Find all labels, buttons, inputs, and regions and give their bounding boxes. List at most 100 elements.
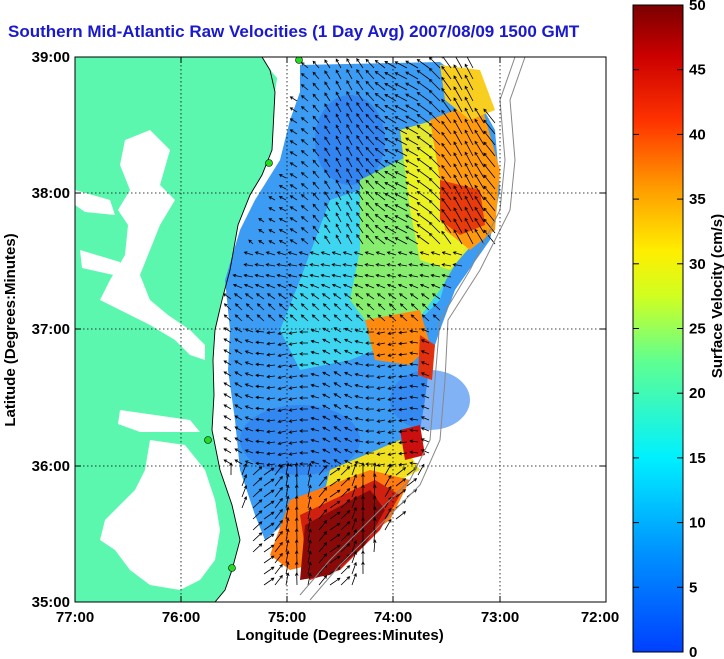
- velocity-arrow: [346, 123, 353, 135]
- velocity-arrow: [483, 207, 496, 223]
- velocity-arrow: [416, 102, 430, 113]
- velocity-arrow: [394, 160, 408, 168]
- velocity-arrow: [466, 57, 474, 69]
- velocity-arrow: [464, 162, 474, 179]
- velocity-arrow: [342, 263, 353, 267]
- velocity-arrow: [288, 430, 298, 434]
- velocity-arrow: [356, 234, 364, 245]
- velocity-arrow: [312, 126, 320, 135]
- velocity-arrow: [329, 500, 341, 509]
- velocity-arrow: [252, 521, 263, 531]
- velocity-arrow: [483, 196, 496, 212]
- velocity-arrow: [394, 105, 408, 113]
- velocity-arrow: [276, 283, 287, 289]
- velocity-arrow: [420, 394, 430, 399]
- velocity-arrow: [318, 509, 328, 520]
- velocity-arrow: [244, 394, 254, 399]
- velocity-arrow: [405, 181, 419, 190]
- velocity-arrow: [398, 352, 408, 357]
- velocity-arrow: [223, 371, 232, 377]
- velocity-arrow: [420, 449, 430, 454]
- velocity-arrow: [365, 80, 375, 91]
- velocity-arrow: [384, 474, 392, 487]
- velocity-arrow: [322, 437, 331, 443]
- velocity-arrow: [233, 293, 243, 300]
- velocity-arrow: [277, 430, 287, 435]
- velocity-arrow: [386, 251, 397, 256]
- velocity-arrow: [285, 528, 290, 542]
- velocity-arrow: [416, 223, 430, 234]
- velocity-arrow: [453, 185, 463, 201]
- velocity-arrow: [277, 364, 287, 369]
- velocity-arrow: [277, 386, 287, 391]
- velocity-arrow: [274, 475, 283, 487]
- velocity-arrow: [298, 251, 309, 256]
- velocity-arrow: [234, 303, 243, 311]
- velocity-arrow: [365, 124, 375, 135]
- velocity-arrow: [234, 371, 243, 377]
- velocity-arrow: [384, 463, 392, 476]
- velocity-arrow: [428, 232, 441, 245]
- velocity-arrow: [374, 235, 386, 245]
- velocity-arrow: [223, 415, 232, 421]
- velocity-arrow: [374, 169, 386, 179]
- velocity-arrow: [255, 428, 265, 433]
- velocity-arrow: [354, 405, 364, 410]
- velocity-arrow: [365, 407, 375, 411]
- velocity-arrow: [398, 429, 408, 434]
- velocity-arrow: [354, 361, 364, 366]
- colorbar-tick-label: 0: [689, 644, 697, 659]
- velocity-arrow: [322, 426, 331, 432]
- velocity-arrow: [329, 533, 341, 542]
- velocity-arrow: [384, 115, 397, 124]
- velocity-arrow: [263, 555, 275, 564]
- velocity-arrow: [300, 227, 309, 234]
- velocity-arrow: [410, 303, 419, 311]
- velocity-arrow: [365, 91, 375, 102]
- velocity-arrow: [374, 59, 386, 69]
- velocity-arrow: [234, 426, 243, 432]
- velocity-arrow: [452, 251, 463, 256]
- velocity-arrow: [309, 283, 320, 289]
- colorbar-tick-label: 20: [689, 385, 706, 402]
- velocity-arrow: [387, 386, 397, 391]
- velocity-arrow: [384, 93, 397, 102]
- velocity-arrow: [376, 452, 386, 456]
- velocity-arrow: [376, 353, 386, 357]
- velocity-arrow: [453, 174, 463, 190]
- velocity-arrow: [351, 561, 357, 575]
- velocity-arrow: [441, 87, 452, 102]
- velocity-arrow: [365, 374, 375, 378]
- coastline: [211, 57, 276, 602]
- velocity-arrow: [255, 395, 265, 400]
- velocity-arrow: [234, 360, 243, 366]
- velocity-arrow: [278, 314, 287, 322]
- velocity-arrow: [474, 151, 485, 168]
- velocity-arrow: [335, 179, 342, 190]
- velocity-arrow: [324, 70, 331, 80]
- velocity-arrow: [365, 330, 375, 334]
- velocity-arrow: [346, 178, 353, 190]
- velocity-arrow: [376, 441, 386, 445]
- velocity-arrow: [441, 65, 452, 80]
- velocity-arrow: [340, 576, 351, 586]
- velocity-arrow: [386, 273, 397, 278]
- velocity-arrow: [346, 68, 353, 80]
- velocity-arrow: [300, 172, 309, 179]
- velocity-arrow: [409, 450, 419, 455]
- y-tick-label: 36:00: [32, 458, 70, 475]
- velocity-arrow: [307, 473, 312, 487]
- velocity-arrow: [394, 83, 408, 91]
- velocity-arrow: [346, 222, 353, 234]
- velocity-arrow: [366, 314, 375, 322]
- velocity-arrow: [312, 181, 320, 190]
- velocity-arrow: [294, 506, 299, 520]
- velocity-arrow: [294, 539, 299, 553]
- velocity-arrow: [299, 374, 309, 378]
- x-tick-labels: 77:00 76:00 75:00 74:00 73:00 72:00: [56, 609, 619, 626]
- velocity-arrow: [394, 138, 408, 146]
- velocity-arrow: [365, 146, 375, 157]
- velocity-arrow: [278, 218, 287, 223]
- velocity-arrow: [322, 314, 331, 322]
- velocity-arrow: [335, 201, 342, 212]
